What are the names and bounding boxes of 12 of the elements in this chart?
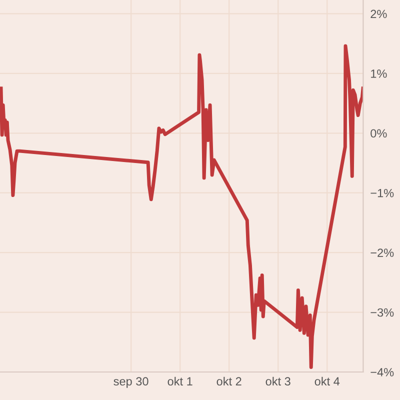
x-tick-label: okt 4 bbox=[314, 376, 340, 386]
y-tick-label: 0% bbox=[370, 129, 387, 138]
y-tick-label: −2% bbox=[370, 248, 394, 257]
y-tick-label: 1% bbox=[371, 70, 387, 78]
y-tick-label: −3% bbox=[370, 308, 394, 317]
x-tick-label: okt 1 bbox=[168, 376, 192, 386]
y-tick-label: −1% bbox=[370, 188, 394, 198]
y-tick-label: −4% bbox=[370, 368, 394, 376]
y-tick-label: 2% bbox=[370, 10, 387, 18]
x-tick-label: sep 30 bbox=[114, 377, 148, 388]
x-tick-label: okt 3 bbox=[266, 376, 290, 386]
x-tick-label: okt 2 bbox=[216, 376, 242, 386]
